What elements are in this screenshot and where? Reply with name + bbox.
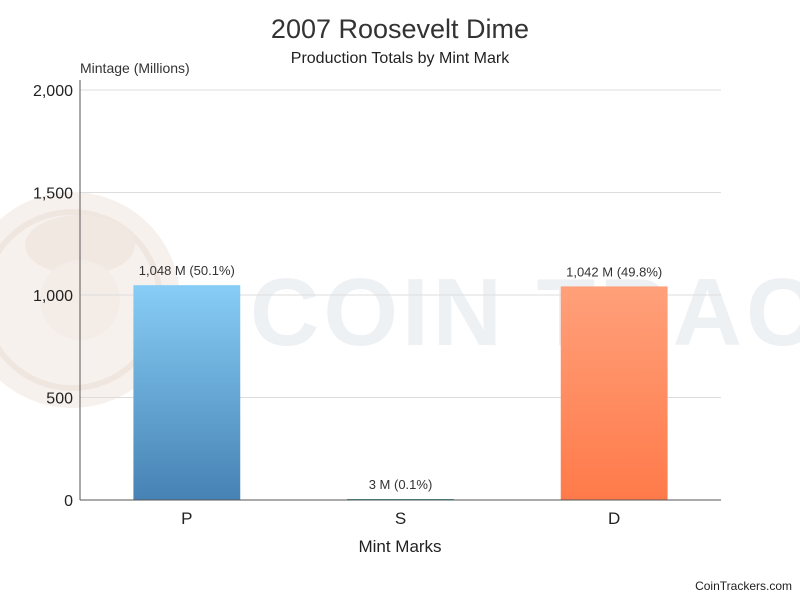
bar-P[interactable]	[133, 285, 241, 500]
y-tick-label: 500	[46, 391, 73, 408]
data-label-S: 3 M (0.1%)	[369, 477, 433, 492]
watermark: COIN TRACKERS	[0, 192, 800, 408]
data-labels: 1,048 M (50.1%) 3 M (0.1%) 1,042 M (49.8%)	[139, 263, 662, 492]
y-tick-label: 2,000	[33, 83, 73, 100]
data-label-D: 1,042 M (49.8%)	[566, 264, 662, 279]
y-tick-label: 1,500	[33, 186, 73, 203]
y-tick-label: 1,000	[33, 288, 73, 305]
x-axis-label: Mint Marks	[358, 537, 441, 556]
bars	[133, 285, 668, 500]
data-label-P: 1,048 M (50.1%)	[139, 263, 235, 278]
x-tick-label: P	[181, 509, 192, 528]
x-tick-label: D	[608, 509, 620, 528]
credit-text[interactable]: CoinTrackers.com	[695, 579, 792, 593]
y-axis-ticks: 0 500 1,000 1,500 2,000	[33, 83, 73, 510]
y-tick-label: 0	[64, 493, 73, 510]
chart-subtitle: Production Totals by Mint Mark	[291, 50, 510, 67]
y-axis-label: Mintage (Millions)	[80, 60, 190, 76]
watermark-text: COIN TRACKERS	[250, 259, 800, 366]
chart-title: 2007 Roosevelt Dime	[271, 14, 529, 44]
bar-D[interactable]	[560, 286, 668, 500]
x-tick-label: S	[395, 509, 406, 528]
